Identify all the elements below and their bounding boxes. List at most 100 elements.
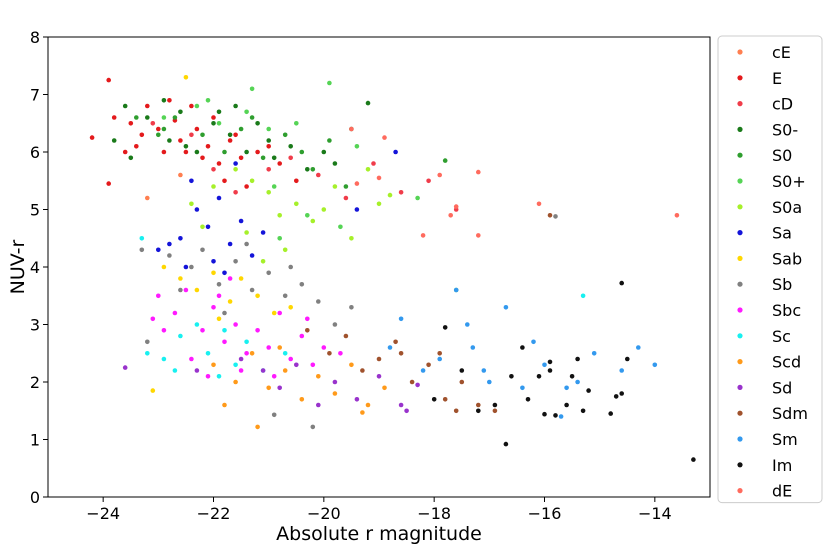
legend-marker xyxy=(737,101,743,107)
legend-label: Sd xyxy=(772,378,792,397)
data-point-sb-5 xyxy=(233,259,238,264)
data-point-sm-3 xyxy=(453,287,459,293)
data-point-sa-7 xyxy=(167,241,172,247)
data-point-sd-5 xyxy=(316,402,321,408)
legend-marker xyxy=(737,281,743,287)
data-point-sa-12 xyxy=(354,207,360,212)
data-point-sm-19 xyxy=(481,368,487,373)
data-point-s0a-11 xyxy=(282,247,288,253)
data-point-sc-3 xyxy=(194,322,200,327)
y-tick-label: 2 xyxy=(30,373,40,392)
data-point-sa-15 xyxy=(222,270,227,276)
data-point-scd-0 xyxy=(211,362,216,368)
data-point-im-14 xyxy=(691,457,696,462)
data-point-s0-11 xyxy=(249,115,255,120)
legend-label: Scd xyxy=(772,353,801,372)
data-point-e-22 xyxy=(122,149,128,155)
legend-label: cD xyxy=(772,95,793,114)
data-point-e-5 xyxy=(156,126,161,132)
data-point-sa-4 xyxy=(227,241,233,247)
data-point-s0x-3 xyxy=(178,109,183,115)
data-point-sab-7 xyxy=(271,310,277,316)
data-point-s0-9 xyxy=(327,138,332,143)
data-point-sab-3 xyxy=(211,270,216,276)
data-point-de-7 xyxy=(382,135,387,140)
data-point-sbc-0 xyxy=(156,293,161,299)
data-point-e-25 xyxy=(189,103,194,109)
data-point-sd-7 xyxy=(354,397,360,402)
data-point-sb-3 xyxy=(200,247,205,253)
y-tick-label: 4 xyxy=(30,258,40,277)
data-point-s0a-15 xyxy=(321,207,327,212)
data-point-sm-1 xyxy=(420,368,426,373)
legend-label: Sdm xyxy=(772,404,808,423)
data-point-de-0 xyxy=(674,213,680,218)
legend-marker xyxy=(737,152,743,158)
data-point-s0x-2 xyxy=(167,138,172,143)
data-point-sm-9 xyxy=(558,414,564,419)
data-point-scd-14 xyxy=(222,402,227,408)
data-point-sbc-16 xyxy=(161,328,167,333)
data-point-e-0 xyxy=(106,77,111,83)
data-point-sa-16 xyxy=(156,247,161,253)
data-point-s0x-22 xyxy=(233,103,238,109)
data-point-sab-9 xyxy=(150,388,156,393)
data-point-sbc-18 xyxy=(216,293,222,299)
data-point-sm-5 xyxy=(487,379,492,385)
legend-marker xyxy=(737,384,743,390)
data-point-sd-12 xyxy=(194,368,200,373)
data-point-s0x-14 xyxy=(161,98,167,103)
data-point-sd-6 xyxy=(332,379,338,385)
data-point-sc-7 xyxy=(244,339,249,345)
legend-label: Sbc xyxy=(772,301,801,320)
data-point-e-17 xyxy=(161,149,167,155)
data-point-e-7 xyxy=(178,138,183,143)
data-point-s0x-9 xyxy=(288,144,294,149)
data-point-sa-5 xyxy=(238,218,244,224)
data-point-sbc-24 xyxy=(305,316,310,322)
data-point-im-1 xyxy=(613,394,619,399)
data-point-scd-13 xyxy=(360,410,365,415)
data-point-s0x-0 xyxy=(161,115,167,120)
data-point-s0x-8 xyxy=(266,138,272,143)
data-point-s0-10 xyxy=(442,158,448,163)
legend-label: Sa xyxy=(772,224,792,243)
data-point-im-3 xyxy=(564,402,569,408)
data-point-sm-17 xyxy=(531,339,536,345)
data-point-sm-15 xyxy=(387,345,393,350)
data-point-ce-1 xyxy=(178,172,183,178)
data-point-sbc-17 xyxy=(189,356,194,362)
data-point-im-5 xyxy=(536,374,542,379)
data-point-sbc-4 xyxy=(211,305,216,310)
data-point-sc-13 xyxy=(172,368,178,373)
legend-marker xyxy=(737,410,743,416)
data-point-im-21 xyxy=(547,368,553,373)
legend-marker xyxy=(737,359,743,365)
data-point-im-18 xyxy=(625,356,630,362)
data-point-s0x-8 xyxy=(249,86,255,92)
data-point-sdm-1 xyxy=(327,351,332,356)
legend-label: Sab xyxy=(772,249,802,268)
data-point-s0x-18 xyxy=(332,161,338,166)
data-point-sc-2 xyxy=(178,333,183,339)
data-point-sd-9 xyxy=(398,402,404,408)
data-point-sb-14 xyxy=(310,424,316,430)
data-point-sm-8 xyxy=(542,362,547,368)
data-point-sb-17 xyxy=(178,287,183,293)
data-point-sm-0 xyxy=(398,316,404,322)
legend-marker xyxy=(737,126,743,132)
data-point-s0x-12 xyxy=(205,98,211,103)
data-point-e-21 xyxy=(244,184,249,189)
data-point-e-1 xyxy=(89,135,95,140)
data-point-s0x-9 xyxy=(271,184,277,189)
data-point-sc-1 xyxy=(161,356,167,362)
data-point-s0x-6 xyxy=(227,132,233,138)
data-point-im-22 xyxy=(575,356,580,362)
data-point-e-4 xyxy=(145,103,150,109)
data-point-sdm-8 xyxy=(442,397,448,402)
data-point-sb-0 xyxy=(139,247,145,253)
y-tick-label: 1 xyxy=(30,431,40,450)
data-point-sdm-11 xyxy=(492,408,498,414)
data-point-sa-10 xyxy=(211,259,216,264)
data-point-s0x-10 xyxy=(305,167,310,172)
